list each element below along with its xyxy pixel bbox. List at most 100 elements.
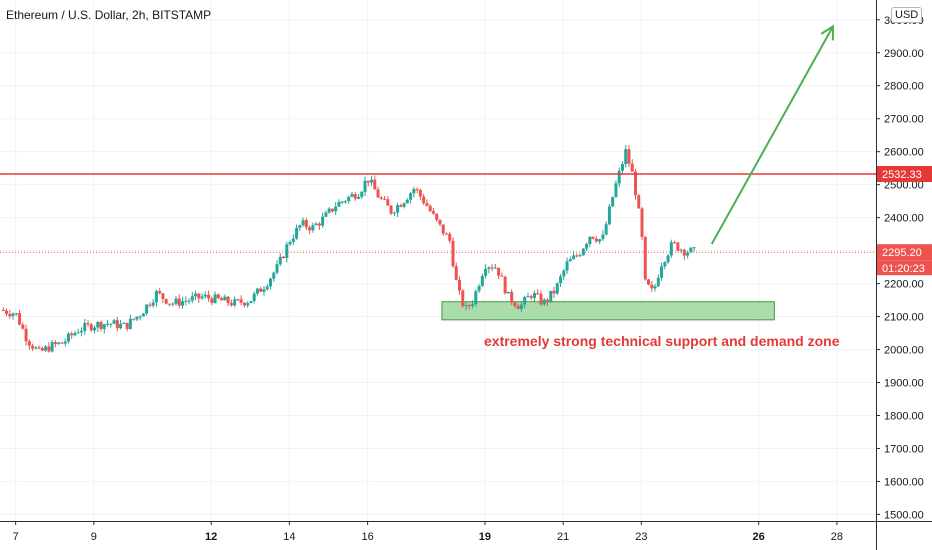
candle-down [53,342,57,344]
candle-up [562,270,566,277]
y-tick-label: 2200.00 [884,279,924,291]
candle-down [148,304,152,306]
currency-button[interactable]: USD [891,7,923,23]
candle-down [21,324,25,329]
x-tick-label: 7 [13,531,19,543]
candle-up [464,305,468,307]
candle-down [366,180,370,183]
candle-down [643,236,647,280]
candle-up [233,299,237,306]
x-tick-label: 26 [753,531,765,543]
candle-up [565,261,569,271]
candle-down [633,171,637,196]
candle-up [122,322,126,324]
candle-down [461,290,465,307]
candle-up [363,180,367,193]
candle-up [324,212,328,217]
candle-up [506,291,510,294]
candle-up [343,201,347,203]
y-tick-label: 2700.00 [884,114,924,126]
candle-up [487,267,491,269]
candle-down [536,293,540,295]
candle-up [246,303,250,306]
candle-up [340,201,344,203]
candle-up [203,294,207,297]
candle-up [14,313,18,315]
candle-up [588,236,592,245]
candle-down [376,189,380,198]
candle-down [399,205,403,207]
x-tick-label: 14 [283,531,295,543]
candle-down [24,328,28,342]
candle-up [272,272,276,279]
candle-up [624,149,628,165]
candle-up [184,300,188,302]
candle-up [291,238,295,243]
current-price-badge [877,244,932,261]
y-tick-label: 2500.00 [884,180,924,192]
candle-up [63,341,67,344]
candle-down [99,322,103,329]
candle-up [223,296,227,301]
candle-up [493,267,497,269]
candle-down [216,294,220,299]
candle-up [620,164,624,171]
candle-up [601,234,605,240]
resistance-price-badge-text: 2532.33 [882,169,922,181]
candle-down [546,299,549,302]
candle-down [516,306,520,310]
candle-down [389,205,393,214]
candle-down [60,342,64,344]
candle-up [396,205,400,213]
candle-down [503,276,507,294]
candle-up [265,286,269,290]
candle-up [669,242,673,256]
candle-down [8,313,12,317]
candle-down [673,242,677,244]
candle-up [471,304,475,306]
candle-up [83,323,87,331]
y-tick-label: 2800.00 [884,81,924,93]
projection-arrow [710,25,834,245]
candle-down [308,227,312,231]
y-tick-label: 2400.00 [884,213,924,225]
candle-up [607,206,611,225]
candle-down [454,266,458,280]
candle-down [458,279,462,291]
resistance-price-badge [877,165,932,182]
candle-up [174,298,178,304]
support-zone-annotation: extremely strong technical support and d… [484,333,840,349]
candle-up [327,208,331,213]
candle-up [347,196,351,202]
candle-up [542,299,546,305]
candle-down [177,298,181,306]
candle-up [477,285,481,292]
candle-down [115,320,119,329]
candle-up [568,259,572,262]
candle-down [239,299,243,303]
x-tick-label: 21 [557,531,569,543]
candle-down [383,198,387,200]
candle-down [86,323,90,325]
candle-up [666,255,670,263]
candle-up [572,255,576,260]
candle-up [686,252,690,256]
candle-down [444,233,448,235]
candle-up [34,347,38,349]
candle-down [5,310,9,314]
candle-down [353,194,357,199]
candle-up [252,293,256,302]
candle-up [278,256,282,265]
candle-up [141,313,145,317]
x-tick-label: 16 [361,531,373,543]
countdown-text: 01:20:23 [882,263,925,275]
candle-up [311,225,315,231]
candle-down [510,291,514,303]
candle-down [27,341,31,346]
candle-down [236,299,240,301]
candle-down [158,291,162,294]
y-tick-label: 1800.00 [884,410,924,422]
candle-up [523,297,527,305]
candle-down [591,236,595,239]
